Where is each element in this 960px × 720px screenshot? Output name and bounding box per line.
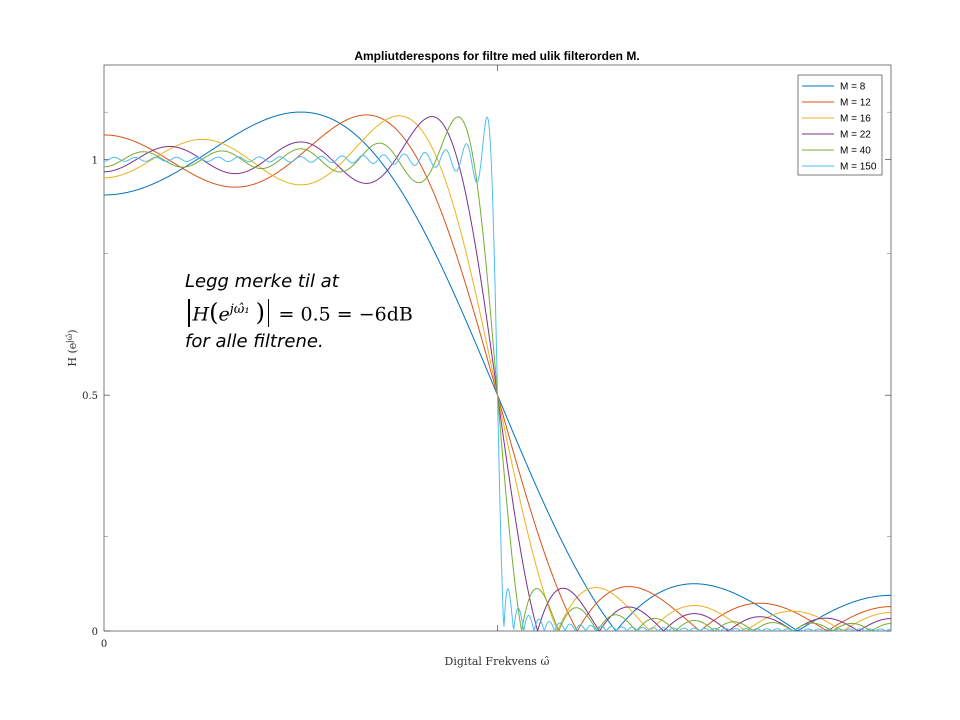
legend-label: M = 40: [840, 146, 871, 157]
formula-e: e: [218, 303, 230, 326]
y-tick-label: 0: [92, 627, 98, 638]
series-line-150: [103, 116, 892, 633]
legend-box: [797, 74, 883, 176]
annotation-line-3: for alle filtrene.: [185, 331, 324, 353]
x-tick-label: 0: [101, 639, 107, 650]
legend-label: M = 16: [840, 114, 871, 125]
x-axis-label: Digital Frekvens ω̂: [445, 655, 550, 668]
annotation: Legg merke til at H(ejω̂₁ ) = 0.5 = −6dB…: [185, 268, 413, 356]
annotation-line-1: Legg merke til at: [185, 271, 339, 292]
legend-label: M = 22: [840, 130, 871, 141]
formula-exponent: jω̂₁: [229, 302, 250, 317]
legend-label: M = 8: [840, 82, 866, 93]
abs-bar-left: [188, 299, 190, 328]
annotation-formula: H(ejω̂₁ ) = 0.5 = −6dB: [185, 296, 413, 328]
series-lines: [103, 111, 892, 633]
axis-ticks: 0 0.5 1 0: [82, 65, 891, 650]
legend: M = 8 M = 12 M = 16 M = 22 M = 40 M = 150: [797, 74, 883, 176]
y-tick-label: 1: [92, 155, 98, 166]
plot-area: [103, 64, 892, 632]
y-axis-label-text: H (e: [66, 343, 79, 367]
y-tick-label: 0.5: [82, 391, 98, 402]
chart-title: Ampliutderespons for filtre med ulik fil…: [354, 49, 639, 63]
legend-label: M = 150: [840, 162, 877, 173]
formula-H: H: [192, 303, 210, 326]
abs-bar-right: [267, 299, 270, 328]
y-axis-label-exp: jω̂: [65, 333, 74, 343]
formula-rest: = 0.5 = −6dB: [278, 303, 413, 326]
y-axis-label: H (ejω̂): [65, 329, 80, 366]
legend-label: M = 12: [840, 98, 871, 109]
